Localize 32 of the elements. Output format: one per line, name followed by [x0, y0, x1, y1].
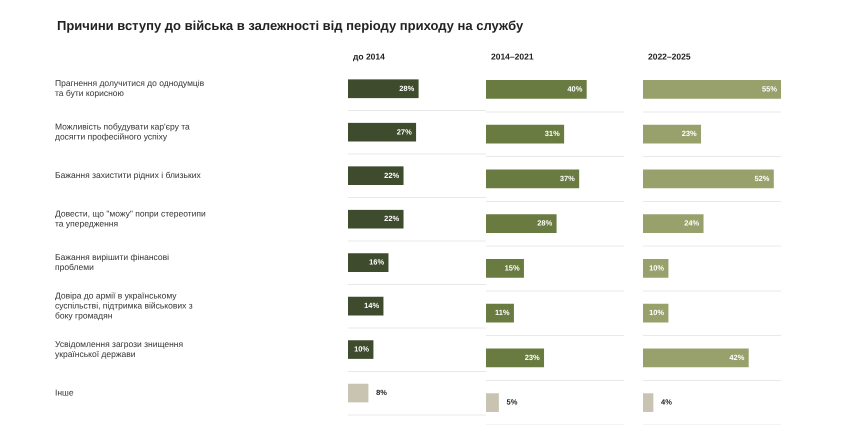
bar: [348, 296, 384, 316]
bar: [643, 124, 702, 144]
y-tick-label: Бажання захистити рідних і близьких: [55, 170, 202, 180]
bar: [486, 214, 557, 233]
y-tick-label: Інше: [55, 387, 74, 398]
bar: [486, 170, 580, 188]
text: Причини вступу до війська в залежності від періоду приходу на службу: [57, 18, 524, 33]
bar: [643, 393, 654, 412]
chart-title: 2022–2025: [648, 51, 691, 62]
y-tick-label: Довести, що "можу" попри стереотипи та упередження: [55, 208, 206, 229]
bar: [348, 253, 388, 272]
y-tick-label: Прагнення долучитися до однодумців та бути корисною: [55, 78, 205, 98]
y-tick-label: Можливість побудувати кар'єру та досягти професійного успіху: [55, 121, 190, 142]
bar: [643, 170, 774, 188]
bar: [486, 393, 499, 412]
bar: [486, 124, 564, 144]
bar: [486, 80, 587, 99]
bar: [643, 80, 781, 99]
bar: [348, 210, 404, 228]
chart-title: до 2014: [353, 51, 386, 62]
bar: [643, 348, 749, 368]
y-tick-label: Бажання вирішити фінансові проблеми: [55, 252, 170, 272]
y-tick-label: Усвідомлення загрози знищення української держави: [55, 338, 184, 360]
chart-title: 2014–2021: [491, 51, 534, 62]
y-tick-label: Довіра до армії в українському суспільстві, підтримка військових з боку громадян: [55, 290, 193, 321]
bar: [486, 348, 544, 368]
bar: [643, 214, 704, 233]
bar: [348, 79, 419, 98]
bar: [348, 384, 368, 402]
bar: [348, 122, 416, 142]
bar: [348, 166, 404, 186]
bar: [486, 259, 524, 278]
